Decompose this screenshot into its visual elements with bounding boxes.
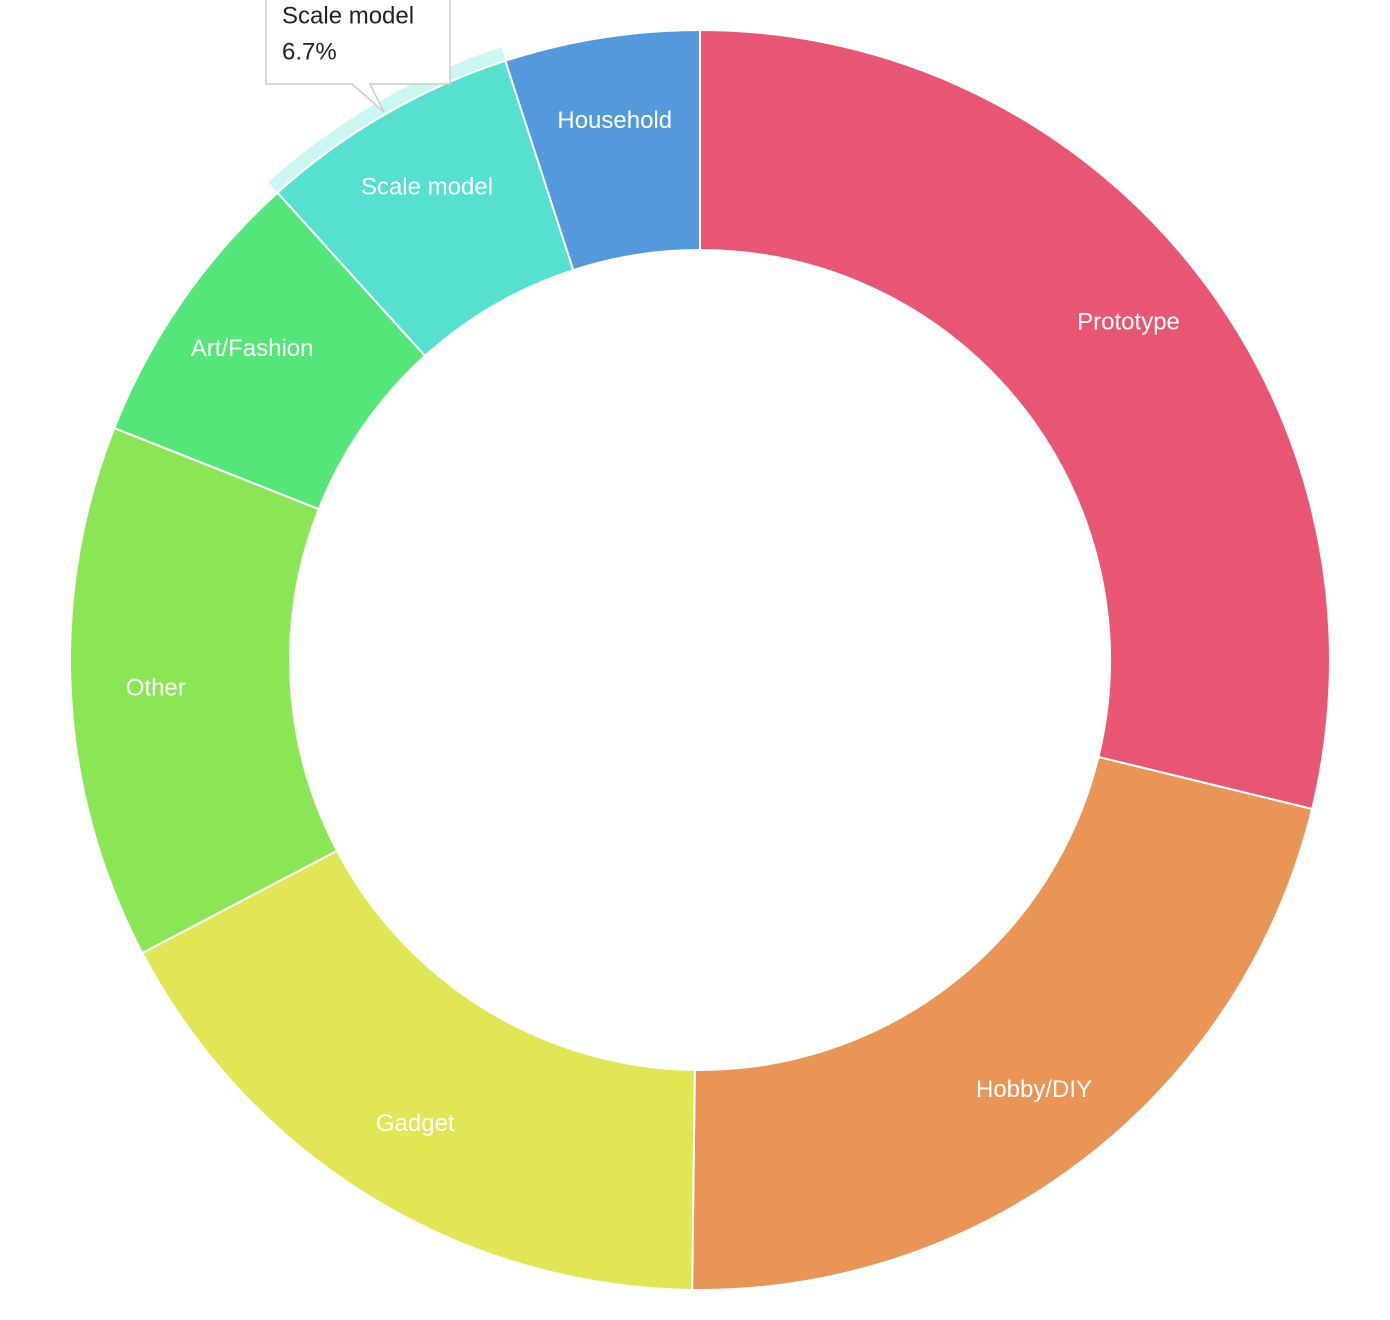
slice [691, 755, 1314, 1291]
slice-label: Prototype [1077, 309, 1180, 336]
tooltip: Scale model 6.7% [265, 0, 451, 113]
slice [69, 426, 339, 955]
slice [504, 28, 701, 272]
hover-halo [268, 47, 506, 193]
tooltip-value: 6.7% [282, 38, 337, 65]
slice-label: Scale model [361, 174, 493, 201]
slice-label: Art/Fashion [191, 335, 314, 362]
slice [699, 28, 1331, 811]
labels: Prototype Hobby/DIY Gadget Other Art/Fashion… [126, 107, 1180, 1137]
slice-label: Gadget [376, 1110, 455, 1137]
tooltip-box [265, 0, 451, 113]
slice-label: Other [126, 674, 186, 701]
slices [69, 28, 1331, 1291]
slice-label: Hobby/DIY [976, 1076, 1092, 1103]
slice [140, 849, 696, 1291]
slice-label: Household [557, 107, 672, 134]
tooltip-title: Scale model [282, 2, 414, 29]
